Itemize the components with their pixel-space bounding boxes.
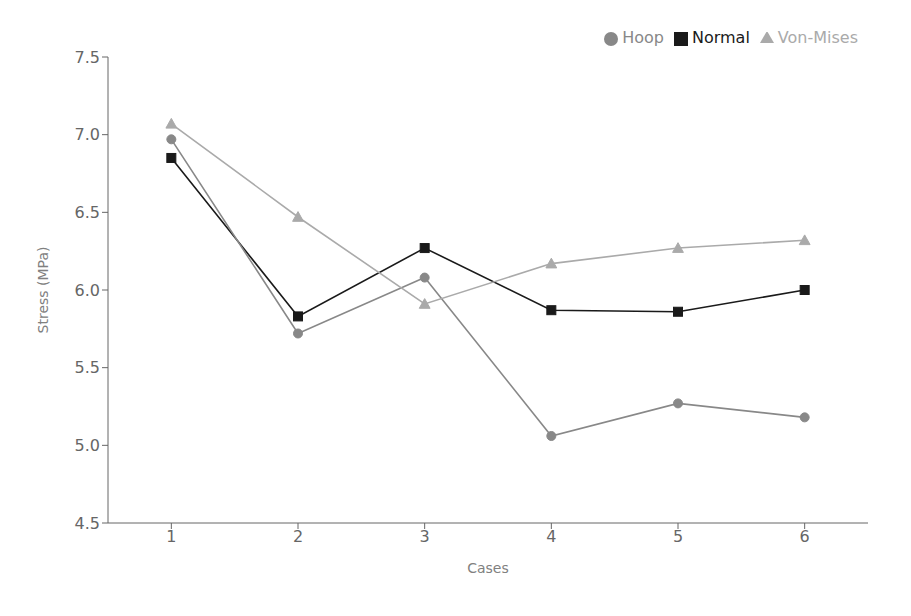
svg-text:7.5: 7.5 — [75, 48, 100, 67]
svg-text:1: 1 — [166, 527, 176, 546]
html-text:Von-Mises: Von-Mises — [777, 28, 858, 47]
svg-text:6.0: 6.0 — [75, 281, 100, 300]
svg-text:6: 6 — [800, 527, 810, 546]
svg-text:5: 5 — [673, 527, 683, 546]
svg-text:Stress (MPa): Stress (MPa) — [35, 247, 51, 334]
html-text:Hoop: Hoop — [622, 28, 664, 47]
svg-text:6.5: 6.5 — [75, 203, 100, 222]
html-text:Normal: Normal — [691, 28, 750, 47]
svg-text:4: 4 — [546, 527, 556, 546]
svg-text:7.0: 7.0 — [75, 125, 100, 144]
svg-text:3: 3 — [420, 527, 430, 546]
svg-text:4.5: 4.5 — [75, 514, 100, 533]
svg-text:2: 2 — [293, 527, 303, 546]
svg-text:5.0: 5.0 — [75, 436, 100, 455]
svg-text:Cases: Cases — [467, 560, 509, 576]
svg-text:5.5: 5.5 — [75, 358, 100, 377]
